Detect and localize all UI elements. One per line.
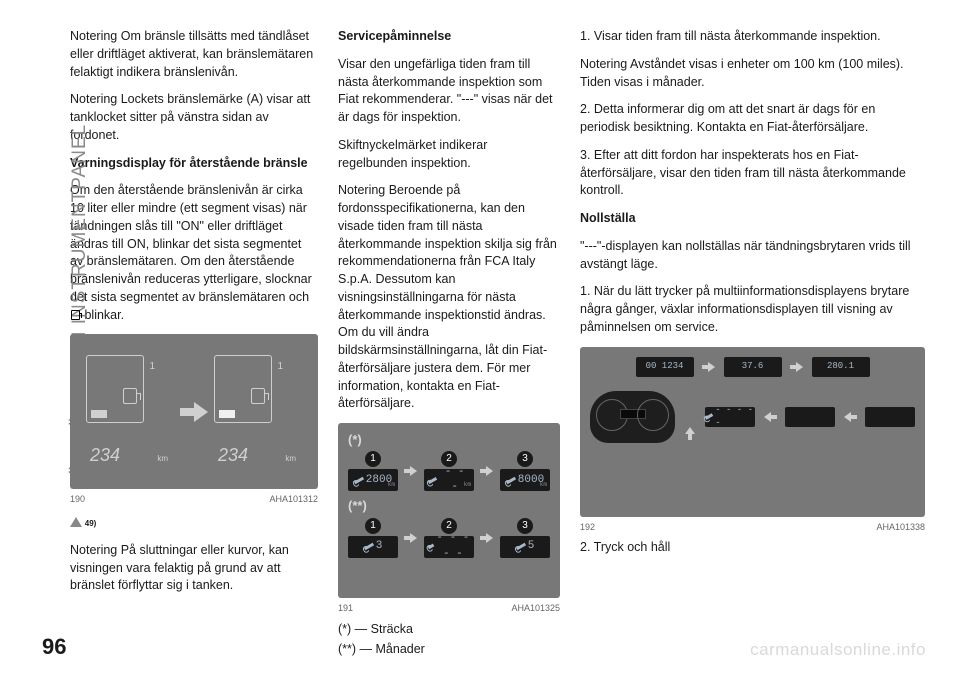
col3-p7: 2. Tryck och håll bbox=[580, 539, 925, 557]
col3-p5: "---"-displayen kan nollställas när tänd… bbox=[580, 238, 925, 274]
col1-p4: Notering På sluttningar eller kurvor, ka… bbox=[70, 542, 318, 595]
arrow-right-icon bbox=[790, 362, 804, 372]
col1-p2: Notering Lockets bränslemärke (A) visar … bbox=[70, 91, 318, 144]
legend-star2: (**) bbox=[348, 497, 550, 515]
col2-p2: Skiftnyckelmärket indikerar regelbunden … bbox=[338, 137, 560, 173]
legend-star1: (*) bbox=[348, 431, 550, 449]
gauge-right: 1 234 km bbox=[208, 347, 308, 477]
arrow-right-icon bbox=[180, 402, 208, 422]
display-row-distance: 1 2800km 2 - - -km 3 8000km bbox=[348, 451, 550, 491]
instrument-cluster-icon bbox=[590, 391, 675, 443]
figure-191: (*) 1 2800km 2 - - -km 3 bbox=[338, 423, 560, 615]
arrow-right-icon bbox=[480, 533, 494, 543]
arrow-right-icon bbox=[702, 362, 716, 372]
column-2: Servicepåminnelse Visar den ungefärliga … bbox=[338, 28, 560, 628]
lcd-blank2: ‎ bbox=[865, 407, 915, 427]
num-1-icon: 1 bbox=[365, 451, 381, 467]
wrench-icon bbox=[364, 543, 374, 551]
gauge-segment bbox=[91, 410, 107, 418]
wrench-icon bbox=[705, 413, 714, 420]
col2-heading: Servicepåminnelse bbox=[338, 28, 560, 46]
num-1-icon: 1 bbox=[365, 518, 381, 534]
watermark: carmanualsonline.info bbox=[750, 640, 926, 660]
fig192-label: 192 bbox=[580, 521, 595, 534]
warning-triangle-icon bbox=[70, 517, 82, 527]
side-chapter-title: LÄR KÄNNA DIN INSTRUMENTPANEL bbox=[28, 25, 68, 605]
fuel-icon bbox=[123, 388, 137, 404]
fig190-code: AHA101312 bbox=[269, 493, 318, 506]
gauge-left: 1 234 km bbox=[80, 347, 180, 477]
arrow-right-icon bbox=[404, 466, 418, 476]
page-number: 96 bbox=[42, 634, 66, 660]
figure-190: 1 234 km 1 234 bbox=[70, 334, 318, 506]
col2-p3: Notering Beroende på fordonsspecifikatio… bbox=[338, 182, 560, 413]
fig190-label: 190 bbox=[70, 493, 85, 506]
col3-p1: 1. Visar tiden fram till nästa återkomma… bbox=[580, 28, 925, 46]
col3-p6: 1. När du lätt trycker på multiinformati… bbox=[580, 283, 925, 336]
num-3-icon: 3 bbox=[517, 518, 533, 534]
lcd-temp: 37.6 bbox=[724, 357, 782, 377]
col1-p1: Notering Om bränsle tillsätts med tändlå… bbox=[70, 28, 318, 81]
col1-p3: Om den återstående bränslenivån är cirka… bbox=[70, 182, 318, 324]
fig192-code: AHA101338 bbox=[876, 521, 925, 534]
num-3-icon: 3 bbox=[517, 451, 533, 467]
fig192-row-top: 00 1234 37.6 280.1 bbox=[590, 357, 915, 377]
wrench-icon bbox=[428, 477, 438, 484]
col3-p4: 3. Efter att ditt fordon har inspekterat… bbox=[580, 147, 925, 200]
legend-distance: (*) — Sträcka bbox=[338, 621, 560, 639]
fig191-code: AHA101325 bbox=[511, 602, 560, 615]
fuel-icon bbox=[251, 388, 265, 404]
col3-p3: 2. Detta informerar dig om att det snart… bbox=[580, 101, 925, 137]
lcd-range: 280.1 bbox=[812, 357, 870, 377]
warning-note: 49) bbox=[70, 516, 96, 531]
arrow-right-icon bbox=[404, 533, 418, 543]
col1-heading: Varningsdisplay för återstående bränsle bbox=[70, 155, 318, 173]
arrow-right-icon bbox=[480, 466, 494, 476]
lcd-blank: ‎ bbox=[785, 407, 835, 427]
col3-p2: Notering Avståndet visas i enheter om 10… bbox=[580, 56, 925, 92]
arrow-left-icon bbox=[843, 412, 857, 422]
legend-months: (**) — Månader bbox=[338, 641, 560, 659]
gauge-segment-blink bbox=[219, 410, 235, 418]
fuel-pump-icon bbox=[71, 310, 80, 320]
wrench-icon bbox=[428, 544, 434, 549]
col3-heading: Nollställa bbox=[580, 210, 925, 228]
figure-192: 00 1234 37.6 280.1 bbox=[580, 347, 925, 534]
lcd-service: - - - - - bbox=[705, 407, 755, 427]
arrow-left-icon bbox=[763, 412, 777, 422]
wrench-icon bbox=[354, 477, 364, 485]
col2-p1: Visar den ungefärliga tiden fram till nä… bbox=[338, 56, 560, 127]
display-row-months: 1 3 2 - - - - - 3 5 bbox=[348, 518, 550, 558]
column-3: 1. Visar tiden fram till nästa återkomma… bbox=[580, 28, 925, 628]
fig192-row-bottom: - - - - - ‎ ‎ bbox=[590, 391, 915, 443]
arrow-up-icon bbox=[685, 426, 695, 440]
fig191-label: 191 bbox=[338, 602, 353, 615]
wrench-icon bbox=[516, 543, 526, 551]
column-1: Notering Om bränsle tillsätts med tändlå… bbox=[70, 28, 318, 628]
lcd-odometer: 00 1234 bbox=[636, 357, 694, 377]
wrench-icon bbox=[506, 477, 516, 485]
